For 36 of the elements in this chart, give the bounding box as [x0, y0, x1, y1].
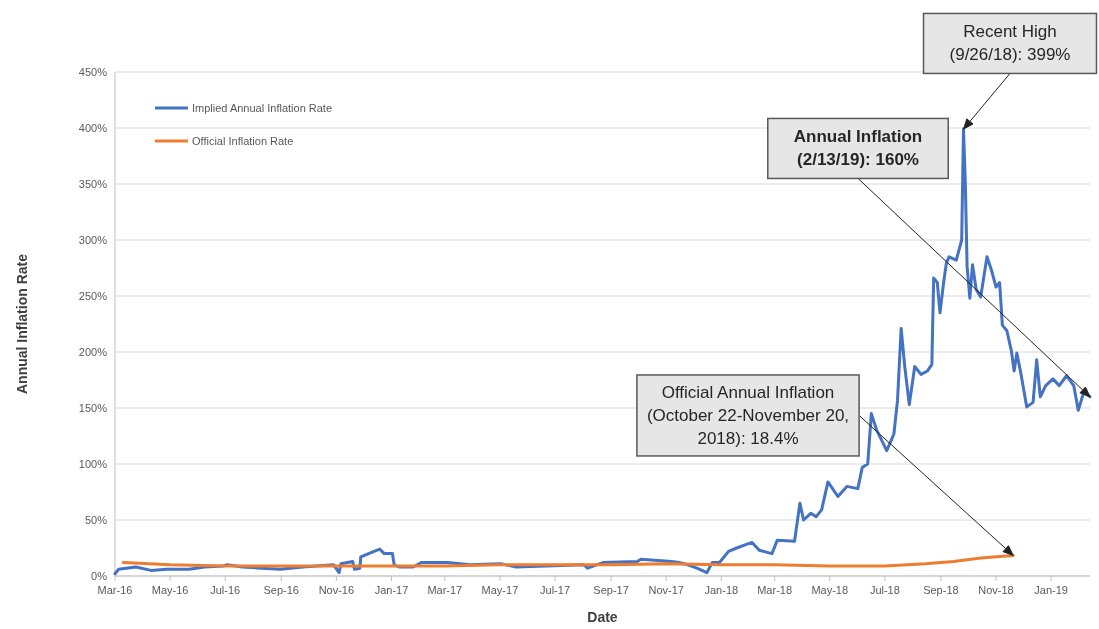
y-tick-label: 250%: [78, 290, 108, 302]
x-tick-label: May-18: [811, 584, 849, 596]
x-tick-label: Nov-18: [978, 584, 1014, 596]
x-tick-label: Sep-17: [593, 584, 629, 596]
x-tick-label: May-16: [151, 584, 189, 596]
annotation: Annual Inflation (2/13/19): 160%: [793, 127, 923, 170]
y-tick-label: 450%: [78, 66, 108, 78]
x-tick-label: Mar-18: [757, 584, 793, 596]
x-tick-label: Jan-17: [374, 584, 409, 596]
x-axis-title: Date: [587, 609, 618, 625]
y-tick-label: 0%: [91, 570, 108, 582]
x-tick-label: Jan-19: [1034, 584, 1068, 596]
x-tick-label: Jan-18: [704, 584, 739, 596]
line-series: [121, 553, 1015, 568]
x-tick-label: Nov-17: [648, 584, 684, 596]
legend-label: Implied Annual Inflation Rate: [192, 102, 333, 114]
y-tick-label: 100%: [78, 458, 108, 470]
y-tick-label: 50%: [84, 514, 108, 526]
y-tick-label: 350%: [78, 178, 108, 190]
legend-label: Official Inflation Rate: [192, 135, 294, 147]
x-tick-label: Sep-16: [263, 584, 300, 596]
x-tick-label: Nov-16: [318, 584, 355, 596]
x-tick-label: May-17: [481, 584, 519, 596]
x-tick-label: Jul-17: [540, 584, 571, 596]
text: Recent High (9/26/18): 399%: [949, 22, 1071, 65]
y-tick-label: 150%: [78, 402, 108, 414]
y-tick-label: 200%: [78, 346, 108, 358]
x-tick-label: Jul-18: [869, 584, 900, 596]
y-tick-label: 300%: [78, 234, 108, 246]
x-tick-label: Jul-16: [210, 584, 241, 596]
x-tick-label: Sep-18: [923, 584, 959, 596]
annotation: Official Annual Inflation (October 22-November 20, 2018): 18.4%: [646, 382, 850, 448]
y-axis-title: Annual Inflation Rate: [14, 253, 30, 394]
y-tick-label: 400%: [78, 122, 108, 134]
x-tick-label: Mar-17: [427, 584, 463, 596]
x-tick-label: Mar-16: [97, 584, 133, 596]
